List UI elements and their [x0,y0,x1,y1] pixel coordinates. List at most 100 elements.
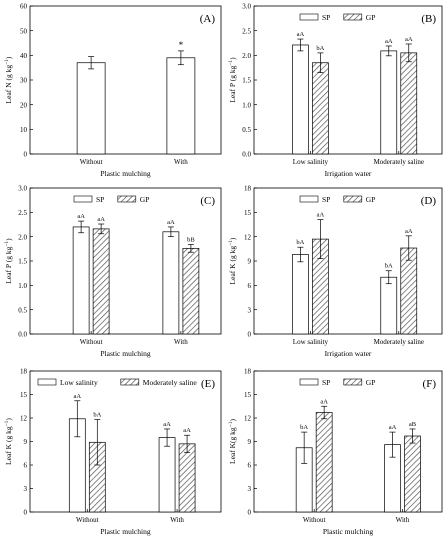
chart-panel-6: 0 3 6 9 12 15 18 Leaf K(g kg−1) (F) Without bA aA Wi… [228,368,443,536]
bar [400,52,418,155]
legend-swatch [117,195,137,203]
y-tick-label: 15 [244,391,252,399]
significance-label: aA [385,38,393,45]
significance-label: aA [320,398,328,405]
bar [76,62,106,155]
y-tick-label: 10 [20,126,28,134]
y-tick-label: 18 [244,185,252,193]
legend-label: SP [322,378,330,387]
significance-label: bB [187,236,195,243]
x-tick-label: With [170,516,184,524]
y-axis-label-close: ) [4,238,13,241]
bar [400,247,418,335]
y-axis-label-sup: −1 [228,60,234,66]
legend-swatch [299,13,319,21]
significance-label: aA [97,216,105,223]
legend-swatch [299,195,319,203]
y-tick-label: 15 [244,209,252,217]
y-tick-label: 60 [20,3,28,11]
chart-panel-4: 0 3 6 9 12 15 18 Leaf K (g kg−1) (D) Low salinity… [228,185,443,358]
significance-label: aA [74,393,82,400]
y-axis-label-close: ) [4,418,13,421]
significance-label: bA [93,412,101,419]
y-tick-label: 6 [24,462,28,470]
y-tick-label: 20 [20,101,28,109]
y-tick-label: 0.0 [242,151,251,159]
significance-label: aA [317,212,325,219]
significance-label: aA [389,424,397,431]
y-tick-label: 40 [20,52,28,60]
panel-label: (D) [421,195,437,207]
y-tick-label: 18 [244,368,252,376]
y-tick-label: 3 [248,485,252,493]
legend-swatch [343,13,363,21]
significance-label: bA [385,263,393,270]
y-axis-label-sup: −1 [228,421,234,427]
x-tick-label: With [396,516,410,524]
legend-label: GP [140,195,150,204]
x-axis-label: Plastic mulching [100,527,150,536]
y-axis-label-sup: −1 [4,59,10,65]
y-tick-label: 9 [248,258,252,266]
y-tick-label: 1.5 [242,77,251,85]
x-tick-label: With [174,158,188,166]
legend-swatch [37,378,57,386]
legend-label: SP [322,195,330,204]
legend-label: GP [366,13,376,22]
x-tick-label: Low salinity [293,158,329,166]
legend-label: GP [366,195,376,204]
legend-label: Moderately saline [143,378,198,387]
y-tick-label: 0 [24,509,28,517]
significance-label: aB [409,421,417,428]
y-axis-label: Leaf K (g kg−1) [4,418,13,465]
y-tick-label: 12 [244,415,252,423]
legend-swatch [343,195,363,203]
y-tick-label: 1.0 [242,101,251,109]
x-tick-label: Without [80,338,103,346]
bar [312,62,329,155]
significance-label: aA [405,36,413,43]
panel-label: (C) [200,195,215,207]
y-axis-label-sup: −1 [4,420,10,426]
y-tick-label: 0.0 [18,331,27,339]
y-axis-label-main: Leaf P (g kg [4,246,13,283]
significance-label: aA [77,213,85,220]
y-axis-label-close: ) [228,418,237,421]
panel-label: (E) [201,378,215,390]
legend-swatch [299,378,319,386]
significance-label: aA [183,427,191,434]
chart-panel-3: 0.0 0.5 1.0 1.5 2.0 2.5 3.0 Leaf P (g kg−1) (C) W… [4,185,222,358]
y-axis-label-sup: −1 [228,240,234,246]
y-tick-label: 0 [248,509,252,517]
y-tick-label: 50 [20,27,28,35]
significance-label: aA [405,228,413,235]
legend-swatch [343,378,363,386]
bar [162,231,180,335]
y-axis-label-main: Leaf K (g kg [4,426,13,465]
y-tick-label: 0.5 [18,306,27,314]
y-tick-label: 15 [20,391,28,399]
y-axis-label-close: ) [228,57,237,60]
y-axis-label-close: ) [228,237,237,240]
bar [72,226,90,335]
y-tick-label: 12 [244,233,252,241]
panel-label: (B) [421,13,436,25]
significance-label: * [179,40,184,50]
y-tick-label: 2.5 [242,27,251,35]
significance-label: bA [316,45,324,52]
legend-swatch [120,378,140,386]
x-tick-label: Without [80,158,103,166]
legend-label: SP [96,195,104,204]
y-tick-label: 3 [24,485,28,493]
y-tick-label: 0 [24,151,28,159]
y-axis-label: Leaf K (g kg−1) [228,237,237,284]
bar [292,254,309,335]
significance-label: bA [296,239,304,246]
y-tick-label: 2.5 [18,209,27,217]
y-tick-label: 12 [20,415,28,423]
y-tick-label: 6 [248,462,252,470]
panel-label: (F) [423,378,437,390]
y-axis-label: Leaf P (g kg−1) [4,238,13,284]
y-tick-label: 18 [20,368,28,376]
chart-panel-1: 0 10 20 30 40 50 60 Leaf N (g kg−1) (A) Without Wi… [4,3,222,178]
